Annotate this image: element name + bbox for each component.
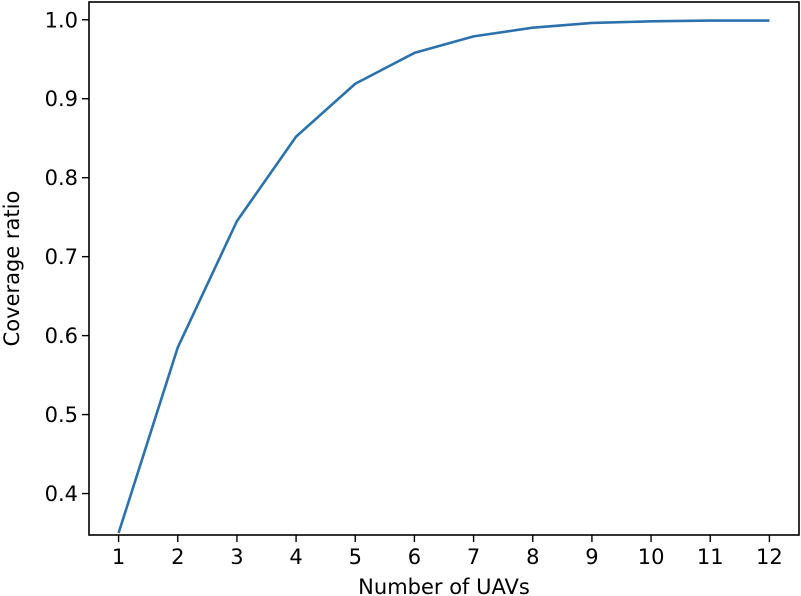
series-layer <box>117 19 770 534</box>
y-tick-label: 1.0 <box>45 8 78 32</box>
x-axis-label: Number of UAVs <box>358 575 530 596</box>
y-tick-label: 0.6 <box>45 324 78 348</box>
y-tick-label: 0.9 <box>45 87 78 111</box>
y-tick-label: 0.8 <box>45 166 78 190</box>
y-axis: 0.4 0.5 0.6 0.7 0.8 0.9 1.0 <box>45 8 89 506</box>
x-tick-label: 4 <box>289 545 302 569</box>
x-tick-label: 10 <box>638 545 665 569</box>
x-tick-label: 5 <box>349 545 362 569</box>
y-tick-label: 0.4 <box>45 482 78 506</box>
y-tick-label: 0.7 <box>45 245 78 269</box>
x-axis: 1 2 3 4 5 6 7 8 9 10 11 12 <box>112 535 783 569</box>
y-tick-label: 0.5 <box>45 403 78 427</box>
x-tick-label: 6 <box>408 545 421 569</box>
x-tick-label: 7 <box>467 545 480 569</box>
plot-frame <box>88 1 800 536</box>
x-tick-label: 12 <box>756 545 783 569</box>
x-tick-label: 2 <box>171 545 184 569</box>
series-line-1 <box>117 19 770 534</box>
x-tick-label: 9 <box>585 545 598 569</box>
x-tick-label: 11 <box>697 545 724 569</box>
x-tick-label: 1 <box>112 545 125 569</box>
x-tick-label: 8 <box>526 545 539 569</box>
x-tick-label: 3 <box>230 545 243 569</box>
y-axis-label: Coverage ratio <box>0 191 24 347</box>
